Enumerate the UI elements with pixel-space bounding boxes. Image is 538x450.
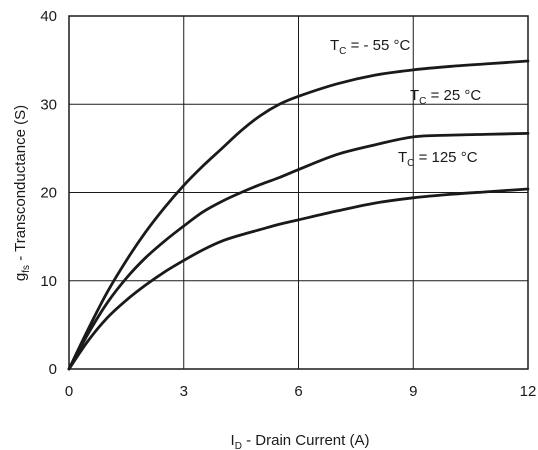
- series-label-125c: TC = 125 °C: [398, 149, 478, 169]
- x-tick-label: 9: [409, 383, 417, 400]
- y-tick-label: 0: [49, 361, 57, 378]
- y-tick-labels: 0 10 20 30 40: [40, 8, 57, 378]
- y-tick-label: 20: [40, 185, 57, 202]
- x-tick-label: 0: [65, 383, 73, 400]
- x-tick-label: 12: [520, 383, 537, 400]
- y-tick-label: 40: [40, 8, 57, 25]
- y-tick-label: 30: [40, 96, 57, 113]
- x-tick-labels: 0 3 6 9 12: [65, 383, 537, 400]
- series-line-125c: [67, 187, 530, 371]
- series-curves: [67, 59, 530, 371]
- plot-frame: [68, 15, 529, 370]
- x-tick-label: 3: [180, 383, 188, 400]
- y-tick-label: 10: [40, 273, 57, 290]
- x-axis-label: ID - Drain Current (A): [231, 432, 370, 450]
- series-label-25c: TC = 25 °C: [410, 87, 481, 107]
- series-labels: TC = - 55 °C TC = 25 °C TC = 125 °C: [330, 37, 481, 169]
- x-tick-label: 6: [294, 383, 302, 400]
- series-line-minus-55c: [67, 59, 530, 371]
- y-axis-label: gfs - Transconductance (S): [12, 105, 32, 281]
- series-label-minus-55c: TC = - 55 °C: [330, 37, 411, 57]
- series-line-25c: [67, 131, 530, 371]
